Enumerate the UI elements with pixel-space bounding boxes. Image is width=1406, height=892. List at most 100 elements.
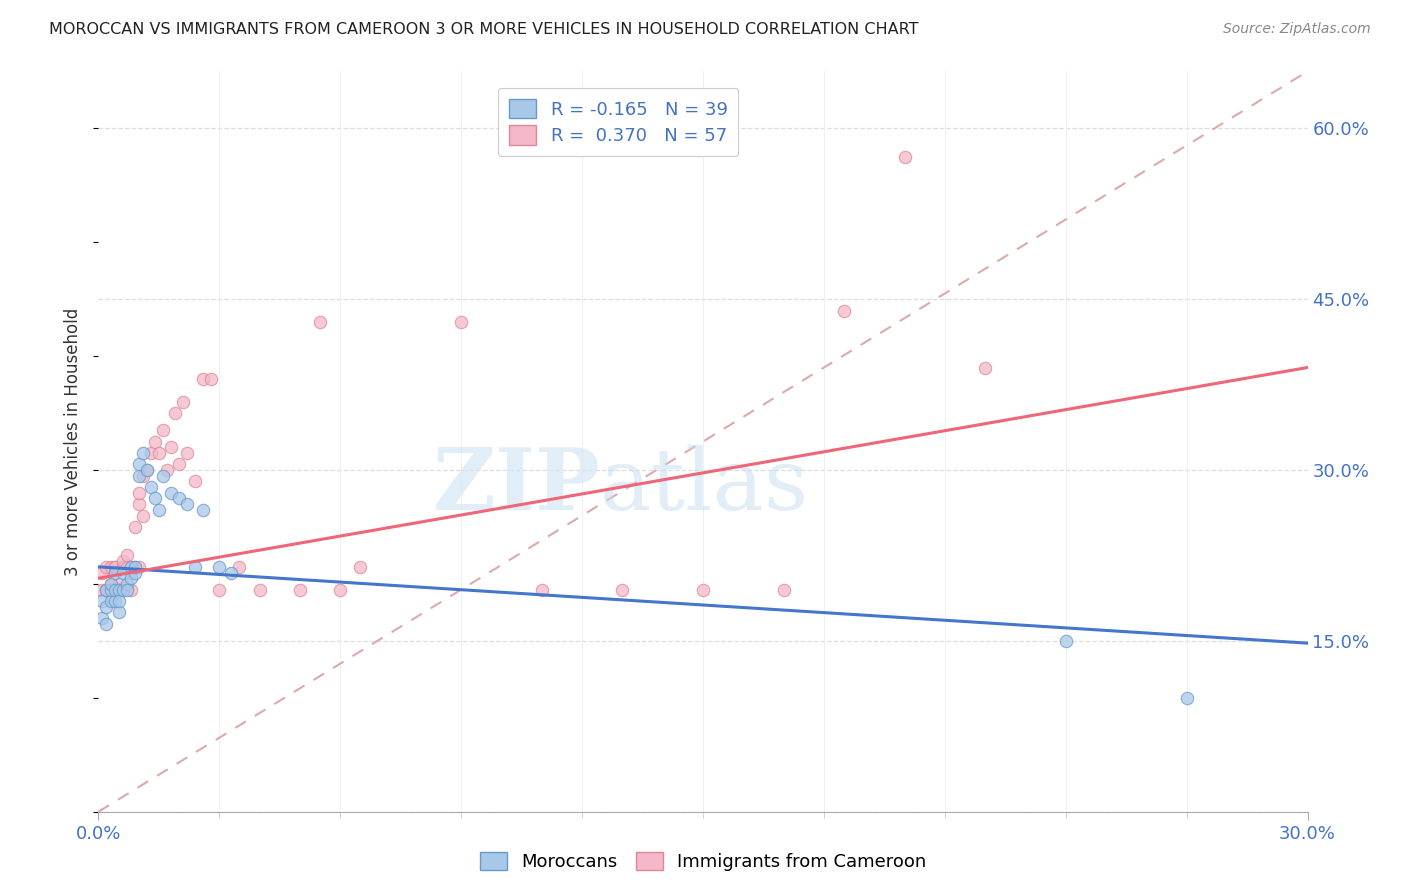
Text: ZIP: ZIP <box>433 444 600 528</box>
Point <box>1054 633 1077 648</box>
Point <box>530 582 553 597</box>
Point <box>100 582 122 597</box>
Point <box>96 599 118 614</box>
Point <box>160 440 183 454</box>
Point <box>103 582 125 597</box>
Point <box>107 582 129 597</box>
Point <box>100 577 122 591</box>
Point <box>184 559 207 574</box>
Point <box>124 566 146 580</box>
Point <box>309 315 332 329</box>
Point <box>111 566 134 580</box>
Point <box>193 372 215 386</box>
Point <box>139 480 162 494</box>
Point <box>974 360 997 375</box>
Y-axis label: 3 or more Vehicles in Household: 3 or more Vehicles in Household <box>65 308 83 575</box>
Point <box>249 582 271 597</box>
Point <box>107 582 129 597</box>
Text: atlas: atlas <box>600 444 810 527</box>
Point <box>115 577 138 591</box>
Point <box>135 463 157 477</box>
Point <box>91 582 114 597</box>
Point <box>152 468 174 483</box>
Point <box>128 559 150 574</box>
Point <box>111 559 134 574</box>
Point <box>100 582 122 597</box>
Point <box>103 594 125 608</box>
Point <box>115 582 138 597</box>
Point <box>107 577 129 591</box>
Text: MOROCCAN VS IMMIGRANTS FROM CAMEROON 3 OR MORE VEHICLES IN HOUSEHOLD CORRELATION: MOROCCAN VS IMMIGRANTS FROM CAMEROON 3 O… <box>49 22 918 37</box>
Point <box>115 559 138 574</box>
Point <box>128 485 150 500</box>
Point <box>288 582 311 597</box>
Point <box>208 582 231 597</box>
Point <box>200 372 222 386</box>
Point <box>143 434 166 449</box>
Point <box>1175 690 1198 705</box>
Point <box>612 582 634 597</box>
Point <box>103 559 125 574</box>
Point <box>124 520 146 534</box>
Point <box>103 566 125 580</box>
Point <box>107 606 129 620</box>
Point <box>893 150 915 164</box>
Point <box>143 491 166 506</box>
Point <box>221 566 243 580</box>
Point <box>91 566 114 580</box>
Point <box>111 582 134 597</box>
Point <box>349 559 371 574</box>
Point <box>135 463 157 477</box>
Text: Source: ZipAtlas.com: Source: ZipAtlas.com <box>1223 22 1371 37</box>
Point <box>100 594 122 608</box>
Point <box>96 559 118 574</box>
Point <box>172 394 194 409</box>
Point <box>128 468 150 483</box>
Point <box>124 559 146 574</box>
Point <box>176 497 198 511</box>
Point <box>692 582 714 597</box>
Point <box>115 549 138 563</box>
Point <box>120 559 142 574</box>
Point <box>96 616 118 631</box>
Point <box>96 582 118 597</box>
Legend: R = -0.165   N = 39, R =  0.370   N = 57: R = -0.165 N = 39, R = 0.370 N = 57 <box>498 87 738 155</box>
Legend: Moroccans, Immigrants from Cameroon: Moroccans, Immigrants from Cameroon <box>472 845 934 879</box>
Point <box>111 554 134 568</box>
Point <box>193 503 215 517</box>
Point <box>111 559 134 574</box>
Point <box>91 611 114 625</box>
Point <box>228 559 250 574</box>
Point <box>120 571 142 585</box>
Point <box>148 446 170 460</box>
Point <box>163 406 186 420</box>
Point <box>167 458 190 472</box>
Point <box>132 446 155 460</box>
Point <box>128 497 150 511</box>
Point <box>132 508 155 523</box>
Point <box>450 315 472 329</box>
Point <box>176 446 198 460</box>
Point <box>107 582 129 597</box>
Point <box>184 475 207 489</box>
Point <box>103 559 125 574</box>
Point <box>96 582 118 597</box>
Point <box>208 559 231 574</box>
Point <box>160 485 183 500</box>
Point <box>124 559 146 574</box>
Point <box>100 577 122 591</box>
Point <box>132 468 155 483</box>
Point <box>148 503 170 517</box>
Point <box>100 559 122 574</box>
Point <box>103 582 125 597</box>
Point <box>152 423 174 437</box>
Point <box>91 594 114 608</box>
Point <box>772 582 794 597</box>
Point <box>167 491 190 506</box>
Point <box>120 559 142 574</box>
Point <box>96 582 118 597</box>
Point <box>120 582 142 597</box>
Point <box>329 582 352 597</box>
Point <box>107 594 129 608</box>
Point <box>832 303 855 318</box>
